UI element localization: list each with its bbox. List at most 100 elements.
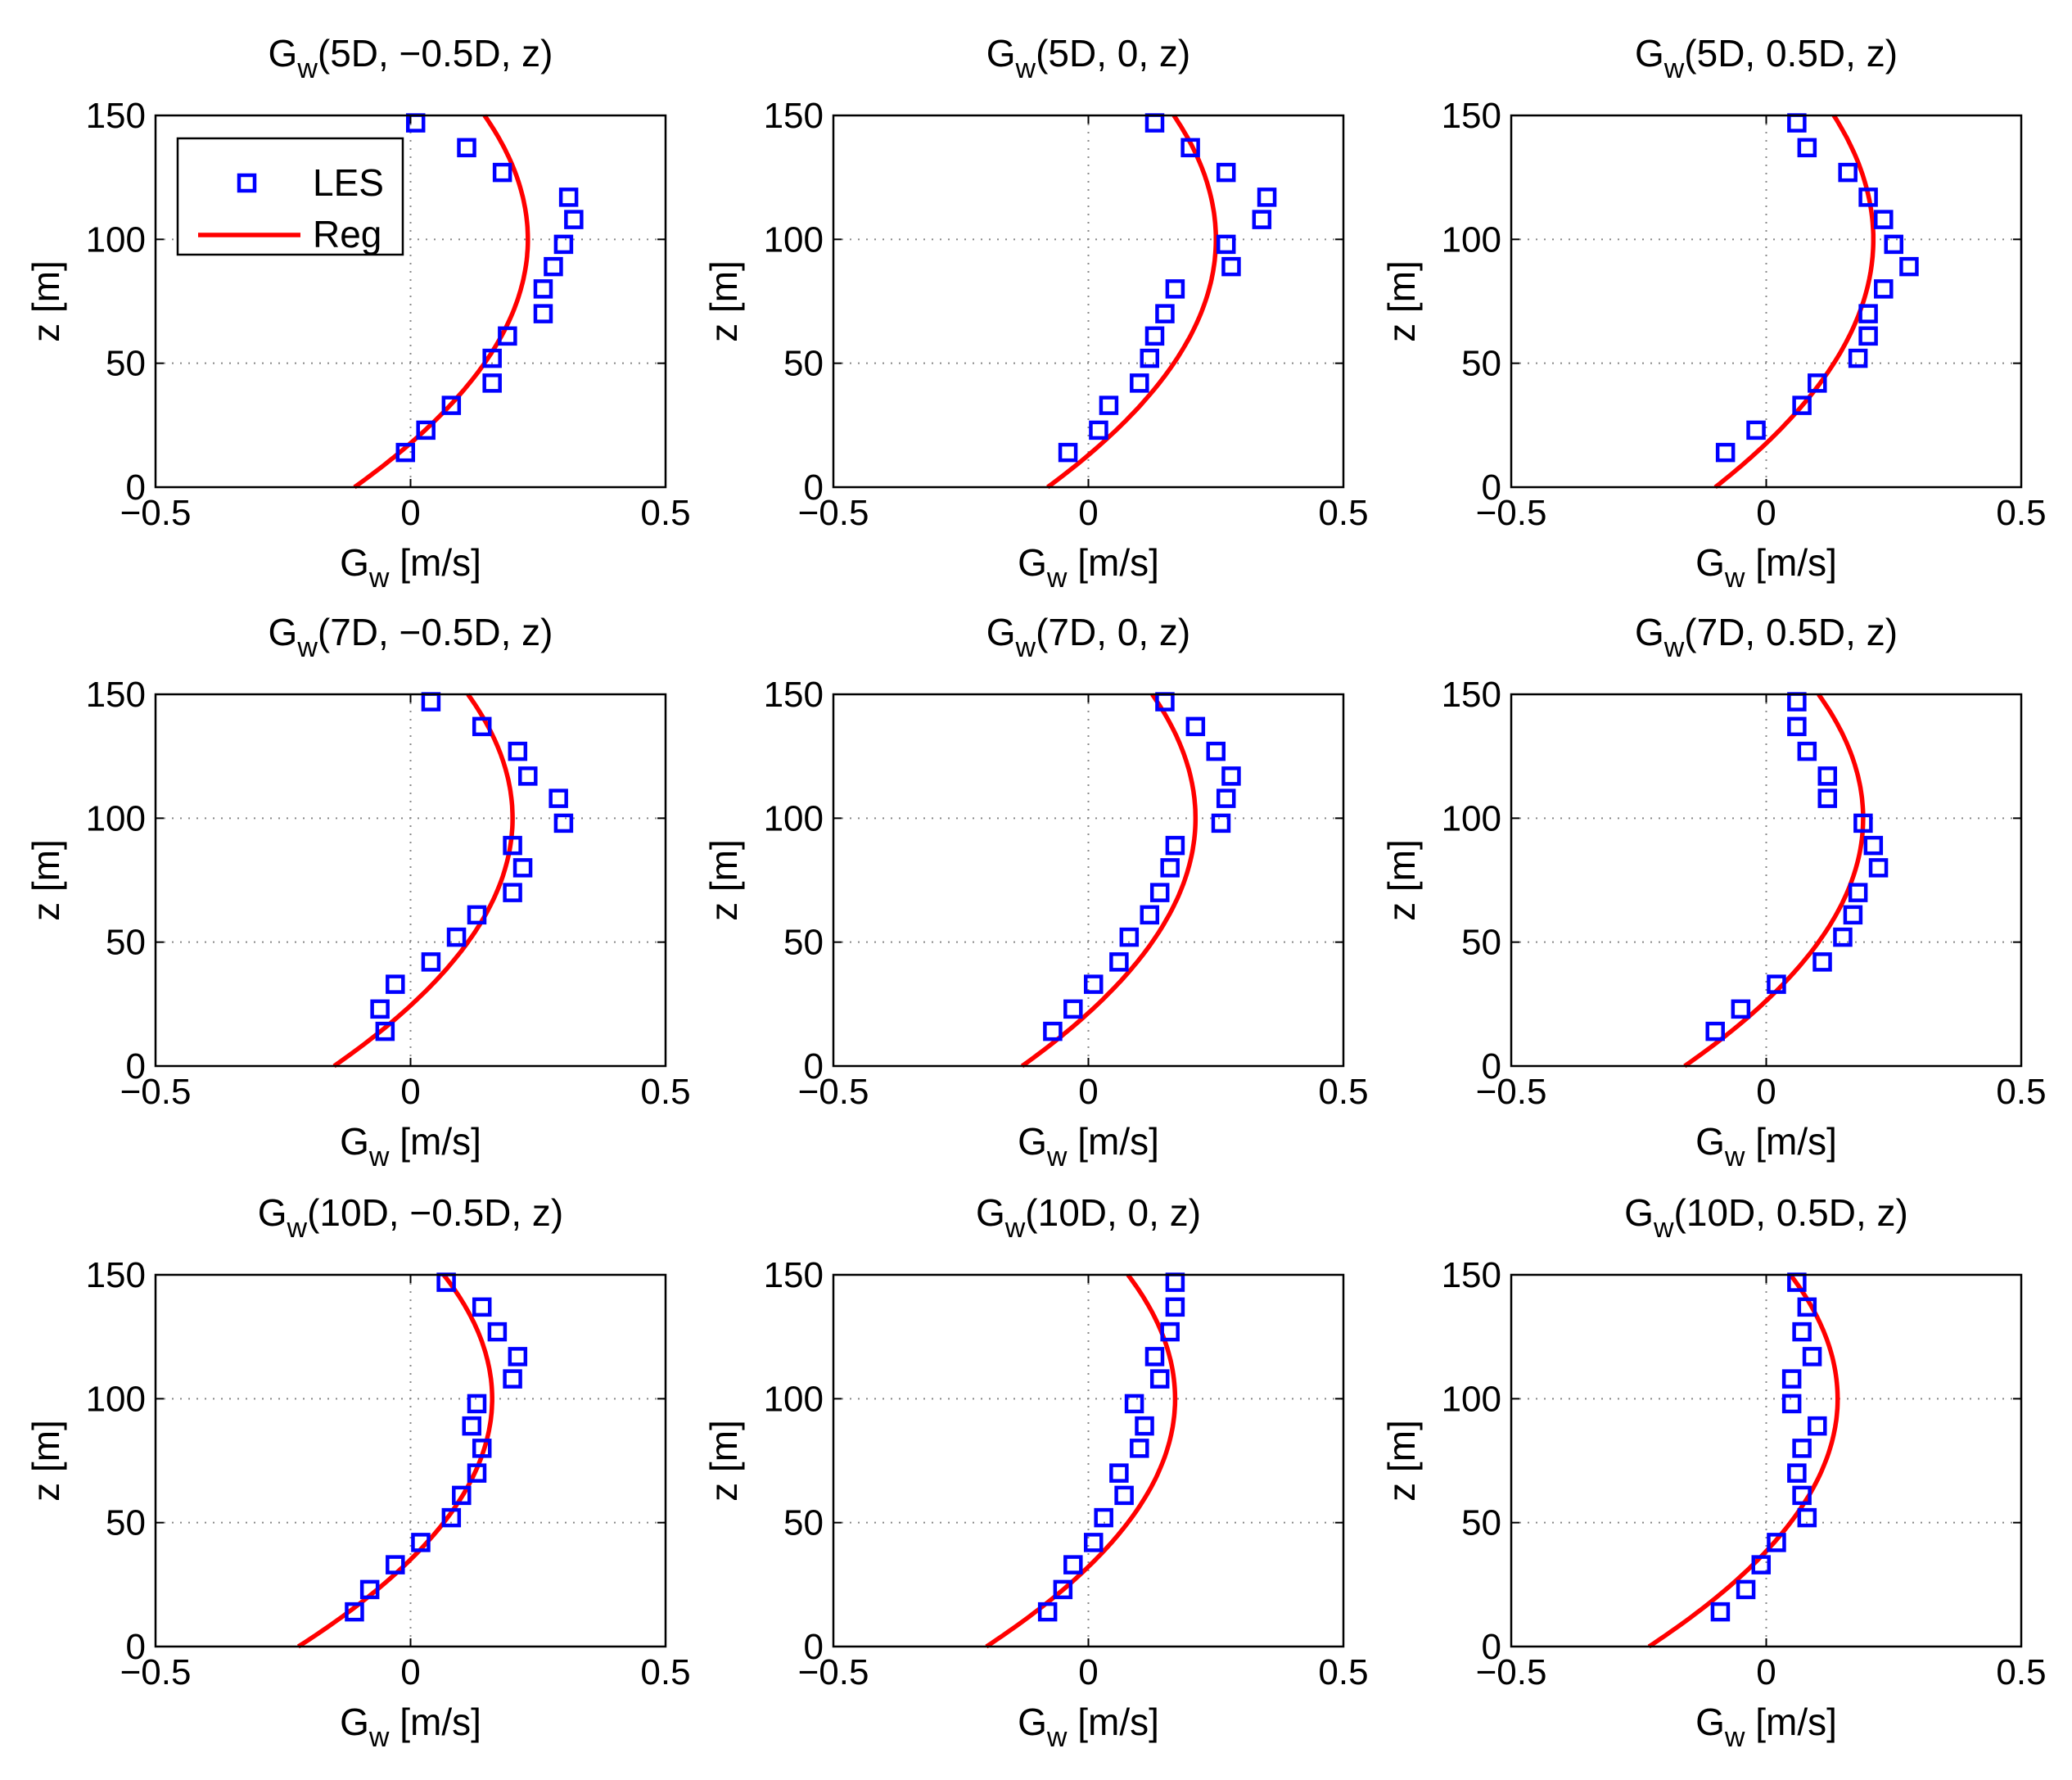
reg-curve [1713,114,1876,490]
les-marker [441,395,462,415]
les-marker [1165,279,1185,299]
subplot-title: Gw(10D, 0, z) [976,1191,1201,1244]
les-marker [1874,210,1894,229]
les-marker [1109,1463,1129,1483]
les-marker [1083,1533,1104,1552]
x-tick-label: 0.5 [1996,493,2046,533]
y-tick-label: 0 [804,1046,824,1087]
les-marker [1185,716,1206,737]
x-tick-label: 0.5 [1318,1652,1368,1692]
les-marker [1221,766,1241,786]
les-marker [1808,1416,1827,1436]
y-tick-label: 50 [106,344,146,384]
x-tick-label: 0.5 [1318,1072,1368,1112]
x-tick-label: −0.5 [120,1072,192,1112]
les-marker [359,1579,380,1600]
y-axis-label: z [m] [1380,1420,1423,1502]
les-marker [1160,1321,1180,1342]
les-marker [482,348,502,368]
les-marker [411,1533,431,1552]
les-marker [1089,420,1108,440]
x-tick-label: −0.5 [120,493,192,533]
les-marker [1211,813,1231,834]
les-marker [1792,1485,1812,1506]
les-marker [472,1439,492,1458]
les-marker [1160,858,1180,878]
les-marker [395,442,416,463]
les-marker [416,420,436,440]
les-marker [1252,210,1272,229]
y-tick-label: 150 [1442,1255,1501,1295]
les-marker [467,1394,487,1414]
y-tick-label: 0 [1482,1046,1501,1087]
les-marker [1144,113,1165,133]
y-tick-label: 100 [764,219,824,260]
y-tick-label: 100 [764,1379,824,1419]
subplot-title: Gw(10D, 0.5D, z) [1624,1191,1908,1244]
les-marker [1149,883,1170,902]
les-marker [1843,905,1863,925]
les-marker [1858,187,1878,207]
les-marker [1787,1463,1807,1483]
subplot-title: Gw(7D, −0.5D, z) [269,611,553,663]
y-tick-label: 50 [1461,344,1501,384]
les-marker [492,162,512,183]
les-marker [503,835,522,856]
les-marker [1899,256,1919,277]
y-tick-label: 150 [86,675,146,715]
y-tick-label: 100 [1442,219,1501,260]
axes-box [1510,693,2023,1068]
y-tick-label: 100 [764,798,824,838]
axes-box [832,114,1345,489]
y-tick-label: 0 [1482,1627,1501,1667]
les-marker [1124,1394,1144,1414]
les-marker [386,1555,405,1574]
x-tick-label: −0.5 [798,1072,869,1112]
les-marker [1216,234,1236,255]
les-marker [548,788,568,808]
les-marker [518,766,538,786]
subplot-title: Gw(7D, 0, z) [986,611,1191,663]
y-tick-label: 0 [804,468,824,508]
axes-box [1510,114,2023,489]
y-tick-label: 0 [126,468,146,508]
les-marker [1797,1507,1817,1528]
legend-les-label: LES [313,161,384,204]
les-marker [1043,1021,1063,1041]
les-marker [1053,1579,1073,1600]
les-marker [1781,1369,1802,1389]
y-tick-label: 150 [86,1255,146,1295]
les-marker [1767,974,1786,994]
les-marker [1119,927,1140,947]
les-marker [441,1507,462,1528]
les-marker [1751,1555,1772,1574]
y-axis-label: z [m] [1380,839,1423,921]
les-marker [345,1602,364,1622]
les-marker [1833,927,1853,947]
y-axis-label: z [m] [25,260,67,342]
x-tick-label: 0 [1078,1072,1098,1112]
x-tick-label: −0.5 [798,493,869,533]
les-marker [533,304,553,323]
y-axis-label: z [m] [25,1420,67,1502]
les-marker [533,279,553,299]
les-marker [553,234,574,255]
y-tick-label: 150 [764,96,824,136]
les-marker [487,1321,508,1342]
les-marker [1736,1579,1756,1600]
y-tick-label: 0 [1482,468,1501,508]
les-marker [1114,1485,1134,1506]
reg-curve [1647,1273,1840,1649]
les-marker [1083,974,1104,994]
x-tick-label: −0.5 [1476,1072,1547,1112]
les-marker [1063,1555,1083,1574]
reg-curve [1020,693,1199,1068]
les-marker [386,974,405,994]
les-marker [1155,304,1175,323]
les-marker [462,1416,482,1436]
reg-curve [1046,114,1218,490]
